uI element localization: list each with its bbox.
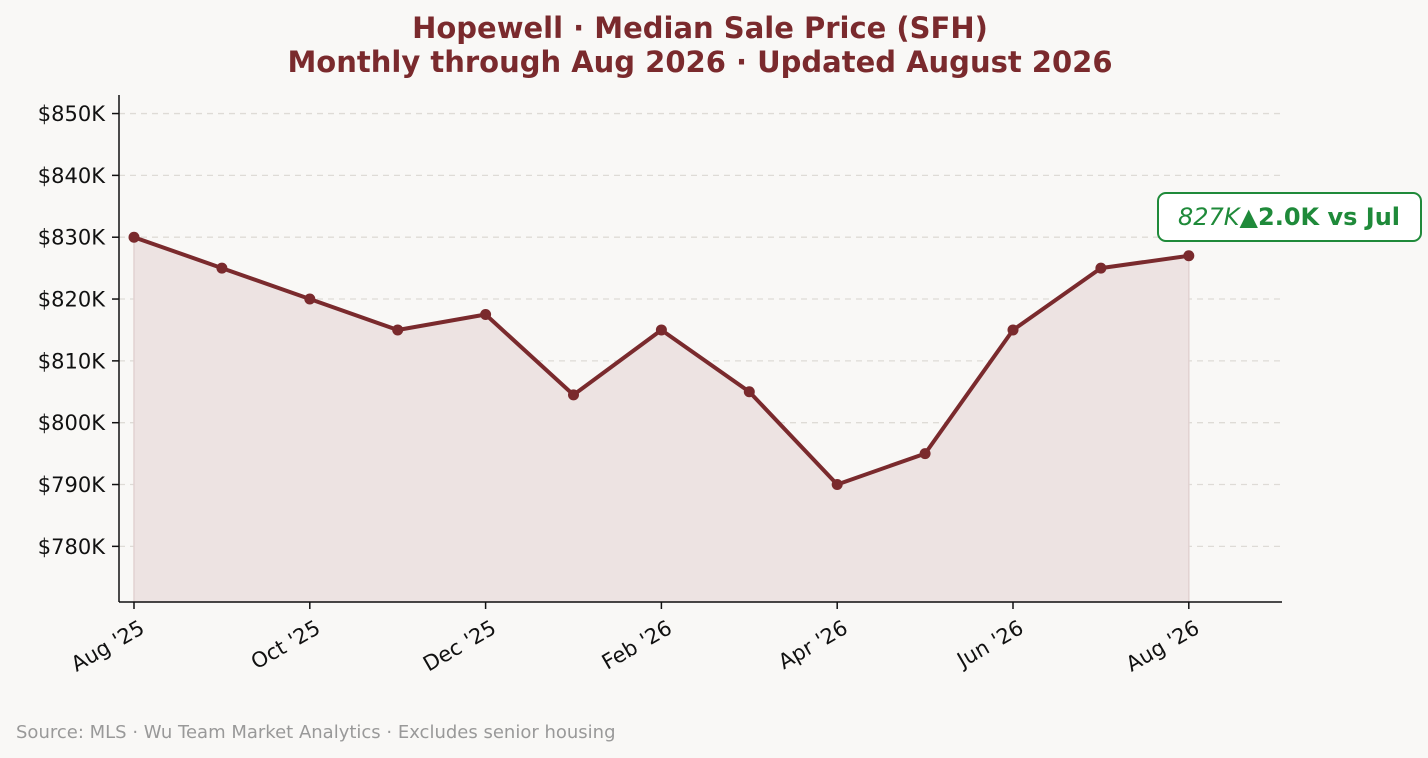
- data-point: [655, 324, 667, 336]
- y-tick-label: $780K: [38, 535, 106, 559]
- data-point: [128, 231, 140, 243]
- data-point: [743, 386, 755, 398]
- x-ticks: Aug '25 Oct '25 Dec '25 Feb '26 Apr '26 Jun '…: [67, 602, 1203, 676]
- x-tick-label: Dec '25: [419, 616, 500, 677]
- y-tick-label: $810K: [38, 349, 106, 373]
- y-ticks: $780K $790K $800K $810K $820K $830K $840K $850K: [38, 102, 119, 559]
- annotation-box: [1157, 192, 1422, 242]
- data-point: [392, 324, 404, 336]
- x-tick-label: Aug '26: [1122, 616, 1203, 677]
- data-point: [1095, 262, 1107, 274]
- data-point: [1007, 324, 1019, 336]
- y-tick-label: $850K: [38, 102, 106, 126]
- data-point: [568, 389, 579, 401]
- data-point: [831, 479, 843, 491]
- source-note: Source: MLS · Wu Team Market Analytics ·…: [16, 722, 616, 743]
- data-point: [480, 308, 492, 320]
- latest-value-annotation: 827K▲2.0K vs Jul: [1157, 192, 1422, 242]
- x-tick-label: Aug '25: [67, 616, 148, 677]
- chart-subtitle: Monthly through Aug 2026 · Updated Augus…: [287, 45, 1112, 79]
- x-tick-label: Oct '25: [247, 616, 324, 675]
- y-tick-label: $800K: [38, 411, 106, 435]
- y-tick-label: $840K: [38, 164, 106, 188]
- chart-title: Hopewell · Median Sale Price (SFH): [412, 11, 988, 45]
- x-tick-label: Jun '26: [951, 616, 1027, 674]
- y-tick-label: $820K: [38, 288, 106, 312]
- y-tick-label: $790K: [38, 473, 106, 497]
- y-tick-label: $830K: [38, 226, 106, 250]
- data-point: [304, 293, 316, 305]
- data-points: [128, 231, 1195, 491]
- annotation-text: 827K▲2.0K vs Jul: [1178, 203, 1400, 231]
- annotation-value: 827K: [1178, 203, 1242, 231]
- data-point: [216, 262, 228, 274]
- annotation-delta: ▲2.0K vs Jul: [1240, 203, 1400, 231]
- x-tick-label: Apr '26: [774, 616, 851, 675]
- data-point: [919, 448, 931, 460]
- axes: [118, 95, 1282, 603]
- data-point: [1183, 250, 1195, 262]
- x-tick-label: Feb '26: [598, 616, 676, 675]
